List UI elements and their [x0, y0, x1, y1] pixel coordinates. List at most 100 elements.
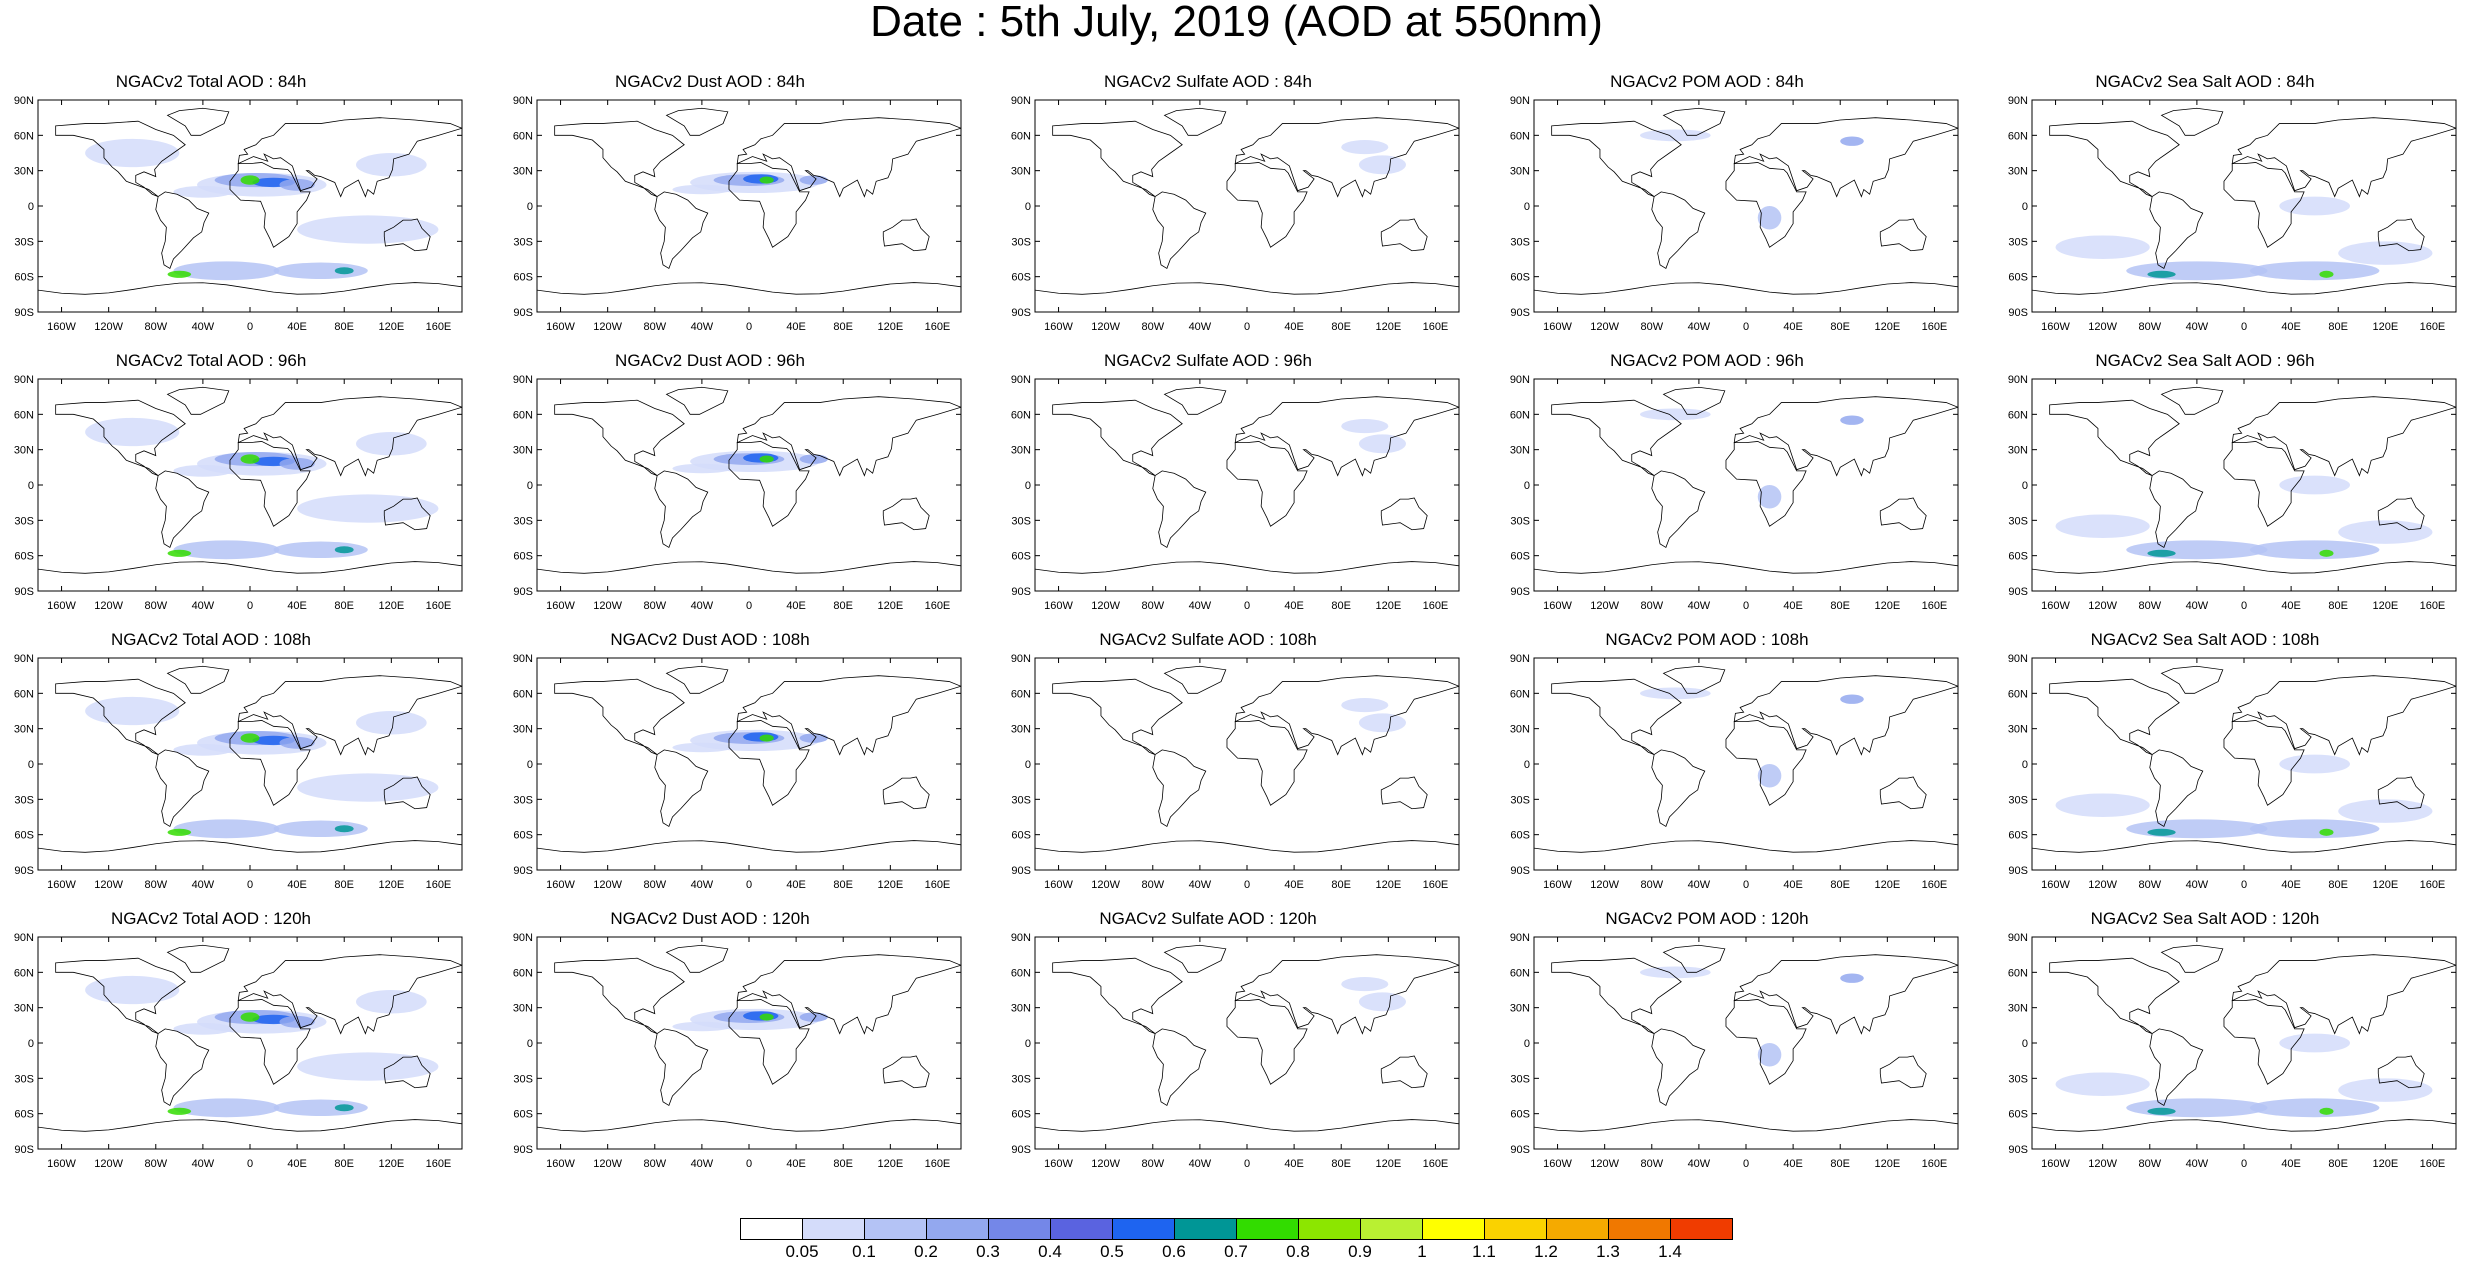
lat-tick-label: 90S	[513, 586, 533, 598]
map-background	[1035, 379, 1459, 591]
aod-field	[1358, 992, 1406, 1012]
lon-tick-label: 120W	[1091, 600, 1120, 611]
coastline	[1163, 665, 1227, 694]
coastline	[554, 957, 685, 1034]
aod-map: 90N 60N 30N 0 30S 60S 90S 160W 120W 80W 40W 0 40E 80E…	[14, 95, 463, 332]
lon-tick-label: 40E	[786, 879, 806, 890]
coastline	[1662, 665, 1726, 694]
aod-field	[1341, 419, 1389, 434]
lon-tick-label: 160W	[1044, 1158, 1073, 1169]
lon-tick-label: 80W	[1141, 1158, 1164, 1169]
lon-tick-label: 120W	[1590, 879, 1619, 890]
lat-tick-label: 90N	[14, 374, 34, 386]
lat-tick-label: 0	[1524, 759, 1530, 771]
colorbar-swatch	[1484, 1218, 1547, 1240]
lat-tick-label: 30S	[14, 1073, 34, 1085]
lon-tick-label: 40E	[1284, 879, 1304, 890]
coastline	[2032, 561, 2456, 574]
lat-tick-label: 90N	[14, 653, 34, 665]
lon-tick-label: 40W	[2186, 1158, 2209, 1169]
lon-tick-label: 0	[746, 600, 752, 611]
lon-tick-label: 160W	[2041, 879, 2070, 890]
lat-tick-label: 30N	[1510, 724, 1530, 736]
aod-field	[2055, 235, 2150, 259]
lat-tick-label: 60S	[14, 830, 34, 842]
coastline	[1651, 749, 1706, 828]
aod-field	[173, 743, 233, 756]
aod-map: 90N 60N 30N 0 30S 60S 90S 160W 120W 80W 40W 0 40E 80E…	[2008, 653, 2457, 890]
coastline	[2032, 282, 2456, 295]
coastline	[55, 120, 186, 197]
lon-tick-label: 120E	[877, 321, 903, 332]
map-background	[537, 100, 961, 312]
lon-tick-label: 120W	[2088, 600, 2117, 611]
coastline	[2149, 191, 2204, 270]
lat-tick-label: 90N	[1510, 932, 1530, 944]
coastline	[1035, 561, 1459, 574]
panel-title: NGACv2 POM AOD : 108h	[1605, 630, 1809, 649]
lat-tick-label: 60S	[1011, 272, 1031, 284]
aod-map: 90N 60N 30N 0 30S 60S 90S 160W 120W 80W 40W 0 40E 80E…	[1011, 932, 1460, 1169]
lat-tick-label: 60S	[2008, 551, 2028, 563]
aod-field	[1757, 485, 1782, 509]
lon-tick-label: 120W	[94, 600, 123, 611]
coastline	[55, 957, 186, 1034]
lon-tick-label: 160W	[1543, 879, 1572, 890]
lon-tick-label: 160E	[925, 1158, 951, 1169]
lat-tick-label: 90S	[1011, 586, 1031, 598]
lon-tick-label: 80W	[144, 600, 167, 611]
lat-tick-label: 30N	[1510, 445, 1530, 457]
coastline	[1152, 749, 1207, 828]
coastline	[665, 107, 729, 136]
lat-tick-label: 90N	[1510, 374, 1530, 386]
lat-tick-label: 90S	[2008, 307, 2028, 319]
coastline	[38, 840, 462, 853]
coastline	[1725, 162, 1807, 248]
lat-tick-label: 90S	[14, 865, 34, 877]
aod-field	[1341, 140, 1389, 155]
lon-tick-label: 40E	[2281, 1158, 2301, 1169]
colorbar-swatch	[740, 1218, 803, 1240]
lat-tick-label: 60S	[513, 551, 533, 563]
aod-field	[356, 711, 427, 735]
map-background	[1534, 100, 1958, 312]
lat-tick-label: 60N	[513, 130, 533, 142]
lon-tick-label: 80E	[334, 600, 354, 611]
coastline	[1226, 720, 1308, 806]
lat-tick-label: 30S	[14, 515, 34, 527]
lat-tick-label: 60N	[513, 409, 533, 421]
lat-tick-label: 0	[1025, 759, 1031, 771]
coastline	[728, 162, 810, 248]
coastline	[665, 665, 729, 694]
coastline	[654, 1028, 709, 1107]
aod-field	[2147, 1107, 2176, 1115]
lon-tick-label: 40W	[192, 600, 215, 611]
lat-tick-label: 30N	[2008, 445, 2028, 457]
aod-field	[2249, 1098, 2380, 1118]
coastline	[1662, 107, 1726, 136]
lon-tick-label: 120E	[877, 1158, 903, 1169]
lon-tick-label: 80W	[643, 600, 666, 611]
lat-tick-label: 30S	[513, 236, 533, 248]
coastline	[2223, 999, 2305, 1085]
map-background	[537, 937, 961, 1149]
aod-field	[672, 1021, 732, 1032]
lat-tick-label: 90N	[513, 95, 533, 107]
lon-tick-label: 160E	[1922, 1158, 1948, 1169]
lon-tick-label: 80W	[2138, 600, 2161, 611]
aod-field	[273, 820, 368, 838]
aod-field	[1640, 966, 1711, 979]
lon-tick-label: 160E	[1922, 879, 1948, 890]
coastline	[728, 999, 810, 1085]
lon-tick-label: 40W	[2186, 879, 2209, 890]
aod-field	[167, 549, 192, 557]
colorbar-swatch	[926, 1218, 989, 1240]
coastline	[2377, 1055, 2425, 1089]
map-panel: NGACv2 Sea Salt AOD : 84h 90N 60N 30N 0 30S 60…	[1990, 72, 2457, 332]
aod-field	[2319, 1107, 2334, 1115]
lon-tick-label: 80W	[1640, 879, 1663, 890]
coastline	[38, 282, 462, 295]
coastline	[1551, 957, 1682, 1034]
lon-tick-label: 40E	[1783, 1158, 1803, 1169]
aod-field	[297, 215, 439, 244]
